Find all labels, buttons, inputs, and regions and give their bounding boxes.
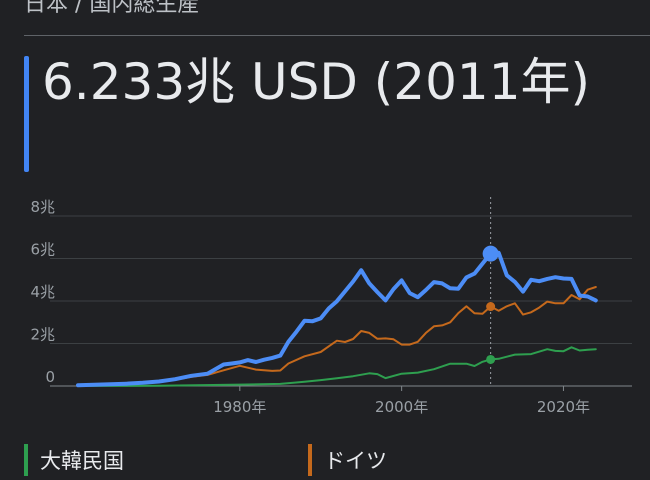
y-tick-label: 2兆 bbox=[30, 326, 55, 344]
headline-accent-bar bbox=[24, 56, 29, 172]
gdp-line-chart[interactable]: 0 2兆 4兆 6兆 8兆 1980年 2000年 2020年 bbox=[0, 195, 650, 430]
y-tick-label: 6兆 bbox=[30, 241, 55, 259]
headline-value: 6.233兆 USD (2011年) bbox=[42, 53, 591, 111]
legend-label-korea: 大韓民国 bbox=[40, 449, 124, 473]
series-line-korea bbox=[77, 346, 597, 387]
y-tick-label: 0 bbox=[45, 368, 55, 386]
highlight-point-korea bbox=[486, 354, 496, 364]
series-line-japan bbox=[76, 250, 598, 388]
headline: 6.233兆 USD (2011年) bbox=[24, 53, 634, 172]
legend-swatch-korea bbox=[24, 444, 28, 476]
x-tick-label: 2020年 bbox=[537, 398, 590, 416]
legend-item-korea[interactable]: 大韓民国 bbox=[24, 440, 124, 480]
y-tick-label: 4兆 bbox=[30, 283, 55, 301]
y-tick-label: 8兆 bbox=[30, 198, 55, 216]
top-divider bbox=[24, 35, 650, 36]
x-tick-label: 1980年 bbox=[213, 398, 266, 416]
highlight-point-germany bbox=[486, 302, 496, 312]
x-tick-label: 2000年 bbox=[375, 398, 428, 416]
series-line-germany bbox=[157, 286, 597, 383]
legend: 大韓民国 ドイツ bbox=[24, 440, 644, 480]
legend-label-germany: ドイツ bbox=[324, 449, 387, 473]
highlight-point-japan bbox=[482, 245, 499, 262]
legend-item-germany[interactable]: ドイツ bbox=[308, 440, 387, 480]
legend-swatch-germany bbox=[308, 444, 312, 476]
breadcrumb[interactable]: 日本 / 国内総生産 bbox=[24, 0, 200, 17]
